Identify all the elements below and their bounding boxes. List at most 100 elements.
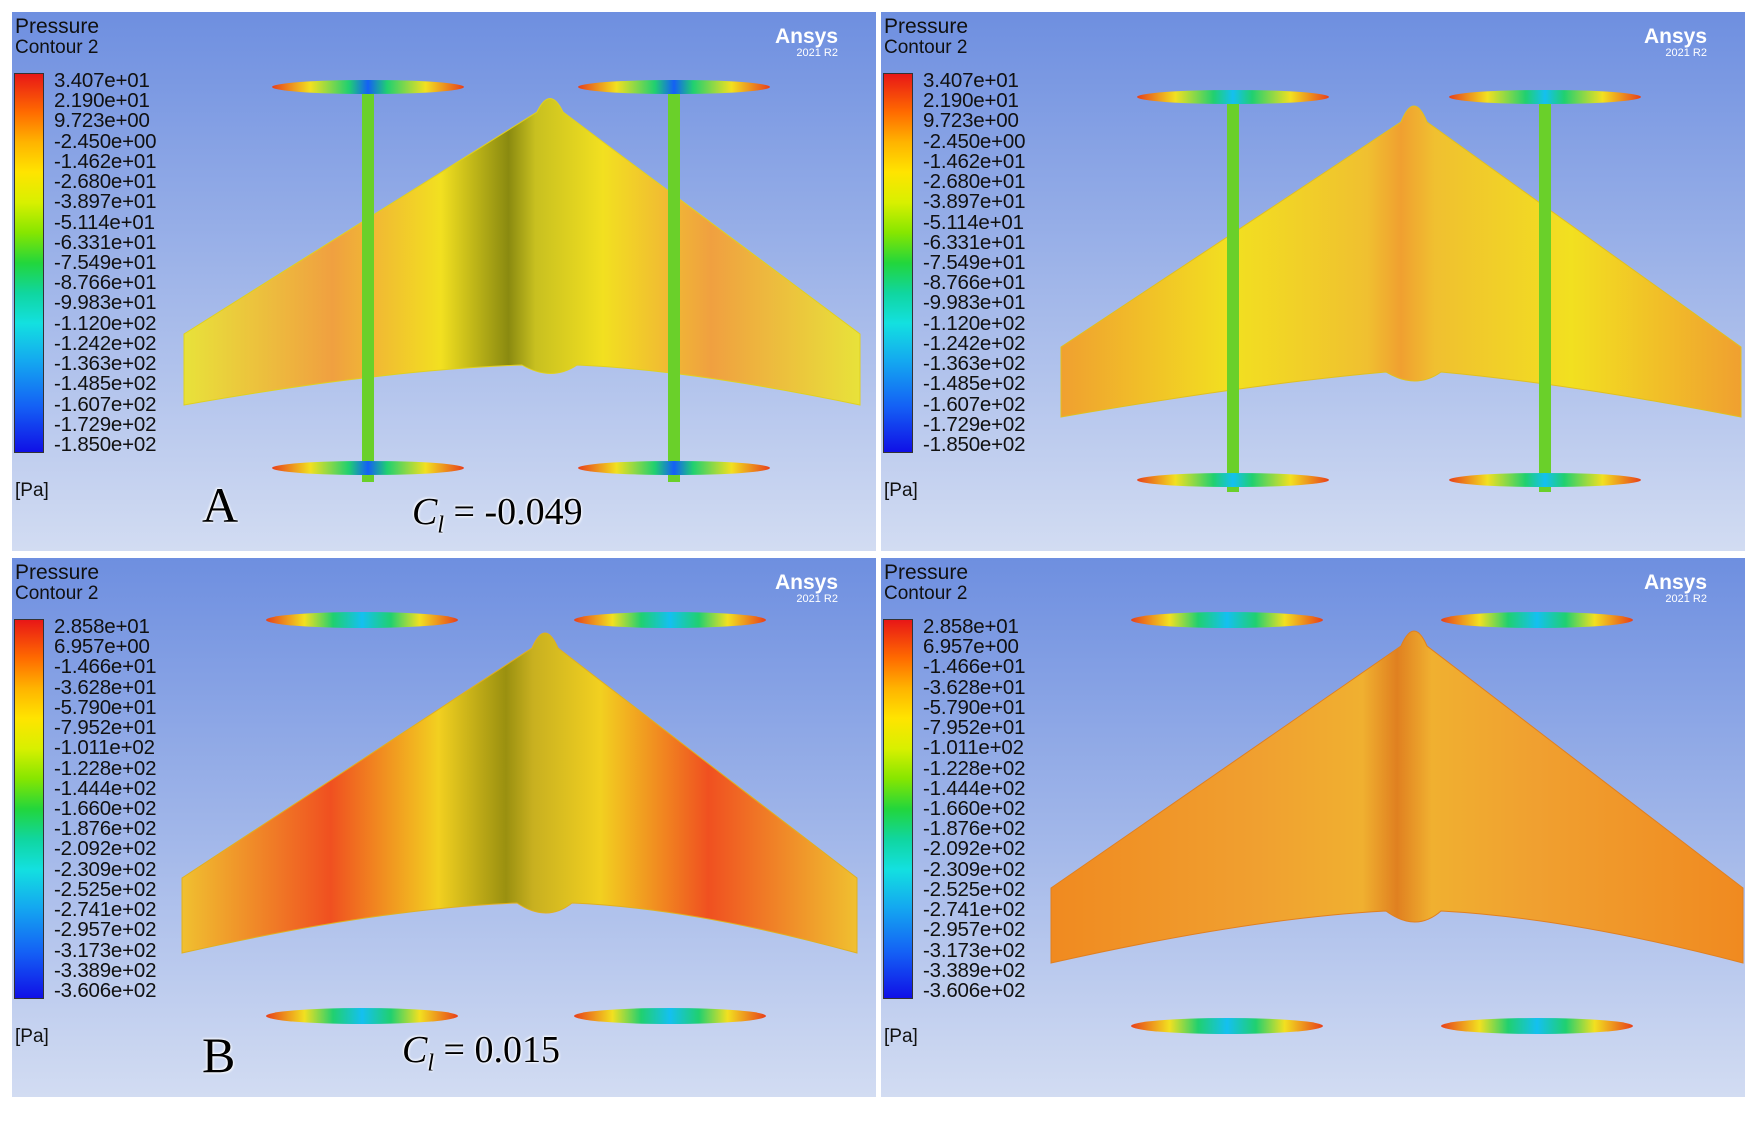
legend-title-main: Pressure xyxy=(884,561,969,584)
ansys-logo: Ansys 2021 R2 xyxy=(1644,572,1707,605)
ansys-logo: Ansys 2021 R2 xyxy=(775,26,838,59)
legend-tick-label: -1.729e+02 xyxy=(54,412,157,436)
legend-tick-label: -3.897e+01 xyxy=(923,190,1026,214)
legend-tick-label: -2.680e+01 xyxy=(54,169,157,193)
legend-tick-label: -5.790e+01 xyxy=(923,695,1026,719)
aircraft-b-right xyxy=(1050,612,1744,1034)
panel-a-right-scene xyxy=(881,12,1745,551)
cl-subscript: l xyxy=(427,1050,435,1077)
legend-tick-label: -3.606e+02 xyxy=(923,978,1026,1002)
legend-title-sub: Contour 2 xyxy=(15,583,99,604)
legend-unit: [Pa] xyxy=(884,1026,918,1047)
legend-tick-label: -7.952e+01 xyxy=(923,715,1026,739)
panel-a-scene xyxy=(12,12,876,551)
legend-tick-label: -7.549e+01 xyxy=(923,250,1026,274)
legend-tick-label: -2.092e+02 xyxy=(923,837,1026,861)
brand-name: Ansys xyxy=(1643,25,1707,48)
legend-tick-label: 3.407e+01 xyxy=(54,68,150,92)
legend-ticks: 3.407e+01 2.190e+01 9.723e+00 -2.450e+00 -1.… xyxy=(54,68,194,454)
legend-tick-label: -3.173e+02 xyxy=(54,938,157,962)
legend-tick-label: -2.741e+02 xyxy=(923,897,1026,921)
legend-title: Pressure Contour 2 xyxy=(884,562,968,603)
brand-version: 2021 R2 xyxy=(796,593,838,605)
panel-b-right-scene xyxy=(881,558,1745,1097)
legend-ticks: 3.407e+01 2.190e+01 9.723e+00 -2.450e+00 -1.… xyxy=(923,70,1063,454)
legend-tick-label: -2.525e+02 xyxy=(54,877,157,901)
legend-tick-label: -2.309e+02 xyxy=(923,857,1026,881)
aircraft-b xyxy=(181,612,858,1024)
aircraft-a-right xyxy=(1060,90,1742,492)
legend-tick-label: -1.242e+02 xyxy=(54,331,157,355)
legend-tick-label: -1.876e+02 xyxy=(923,816,1026,840)
legend-tick-label: 6.957e+00 xyxy=(923,634,1019,658)
legend-tick-label: 9.723e+00 xyxy=(54,109,150,133)
legend-tick-label: 2.858e+01 xyxy=(54,614,150,638)
legend-title-sub: Contour 2 xyxy=(884,583,968,604)
cl-symbol: C xyxy=(402,1029,428,1071)
legend-tick-label: -1.660e+02 xyxy=(54,796,157,820)
legend-tick-label: -1.228e+02 xyxy=(54,756,157,780)
legend-title-main: Pressure xyxy=(15,15,100,38)
legend-title-main: Pressure xyxy=(15,561,100,584)
legend-tick-label: -2.450e+00 xyxy=(923,129,1026,153)
legend-tick-label: -1.011e+02 xyxy=(54,736,155,760)
legend-title: Pressure Contour 2 xyxy=(15,16,99,57)
legend-tick-label: -1.462e+01 xyxy=(923,149,1026,173)
brand-name: Ansys xyxy=(774,25,838,48)
ansys-logo: Ansys 2021 R2 xyxy=(775,572,838,605)
brand-version: 2021 R2 xyxy=(1665,47,1707,59)
legend-tick-label: 2.190e+01 xyxy=(54,88,150,112)
legend-title-sub: Contour 2 xyxy=(15,37,99,58)
panel-b: Pressure Contour 2 2.858e+01 6.957e+00 -1.… xyxy=(12,558,876,1097)
legend-tick-label: -3.173e+02 xyxy=(923,938,1026,962)
legend-tick-label: -1.660e+02 xyxy=(923,796,1026,820)
cl-value: = -0.049 xyxy=(453,491,583,533)
legend-tick-label: -1.011e+02 xyxy=(923,736,1024,760)
legend-tick-label: -3.389e+02 xyxy=(54,958,157,982)
ansys-logo: Ansys 2021 R2 xyxy=(1644,26,1707,59)
legend-tick-label: -1.466e+01 xyxy=(923,655,1026,679)
lift-coefficient-b: Cl = 0.015 xyxy=(402,1028,560,1078)
legend-tick-label: -3.606e+02 xyxy=(54,978,157,1002)
panel-label-b: B xyxy=(202,1027,236,1083)
legend-tick-label: -1.485e+02 xyxy=(54,372,157,396)
aircraft-a xyxy=(183,80,861,482)
legend-ticks: 2.858e+01 6.957e+00 -1.466e+01 -3.628e+01 -5… xyxy=(54,614,194,1002)
brand-version: 2021 R2 xyxy=(796,47,838,59)
legend-tick-label: -2.680e+01 xyxy=(923,169,1026,193)
color-scale-bar xyxy=(14,73,44,453)
legend-tick-label: -1.444e+02 xyxy=(923,776,1026,800)
legend-tick-label: -6.331e+01 xyxy=(923,230,1026,254)
legend-tick-label: -6.331e+01 xyxy=(54,230,157,254)
legend-tick-label: -1.729e+02 xyxy=(923,412,1026,436)
legend-tick-label: -2.957e+02 xyxy=(54,918,157,942)
legend-unit: [Pa] xyxy=(884,480,918,501)
legend-tick-label: -2.525e+02 xyxy=(923,877,1026,901)
panel-a: Pressure Contour 2 3.407e+01 2.190e+01 9.7… xyxy=(12,12,876,551)
legend-ticks: 2.858e+01 6.957e+00 -1.466e+01 -3.628e+01 -5… xyxy=(923,616,1063,1002)
legend-tick-label: -1.444e+02 xyxy=(54,776,157,800)
panel-label-a: A xyxy=(202,477,239,533)
legend-tick-label: -2.957e+02 xyxy=(923,918,1026,942)
legend-tick-label: -1.876e+02 xyxy=(54,816,157,840)
legend-title: Pressure Contour 2 xyxy=(15,562,99,603)
panel-b-scene xyxy=(12,558,876,1097)
legend-unit: [Pa] xyxy=(15,480,49,501)
legend-tick-label: -9.983e+01 xyxy=(54,291,157,315)
legend-title-main: Pressure xyxy=(884,15,969,38)
brand-version: 2021 R2 xyxy=(1665,593,1707,605)
color-scale-bar xyxy=(883,619,913,999)
lift-coefficient-a: Cl = -0.049 xyxy=(412,490,583,540)
legend-tick-label: 6.957e+00 xyxy=(54,634,150,658)
legend-tick-label: -2.309e+02 xyxy=(54,857,157,881)
color-scale-bar xyxy=(883,73,913,453)
legend-tick-label: -8.766e+01 xyxy=(923,270,1026,294)
legend-tick-label: -3.628e+01 xyxy=(54,675,157,699)
legend-tick-label: -1.228e+02 xyxy=(923,756,1026,780)
legend-title: Pressure Contour 2 xyxy=(884,16,968,57)
legend-tick-label: -3.628e+01 xyxy=(923,675,1026,699)
legend-tick-label: -1.607e+02 xyxy=(54,392,157,416)
panel-a-right: Pressure Contour 2 3.407e+01 2.190e+01 9.7… xyxy=(881,12,1745,551)
legend-tick-label: -9.983e+01 xyxy=(923,291,1026,315)
legend-tick-label: -3.897e+01 xyxy=(54,190,157,214)
